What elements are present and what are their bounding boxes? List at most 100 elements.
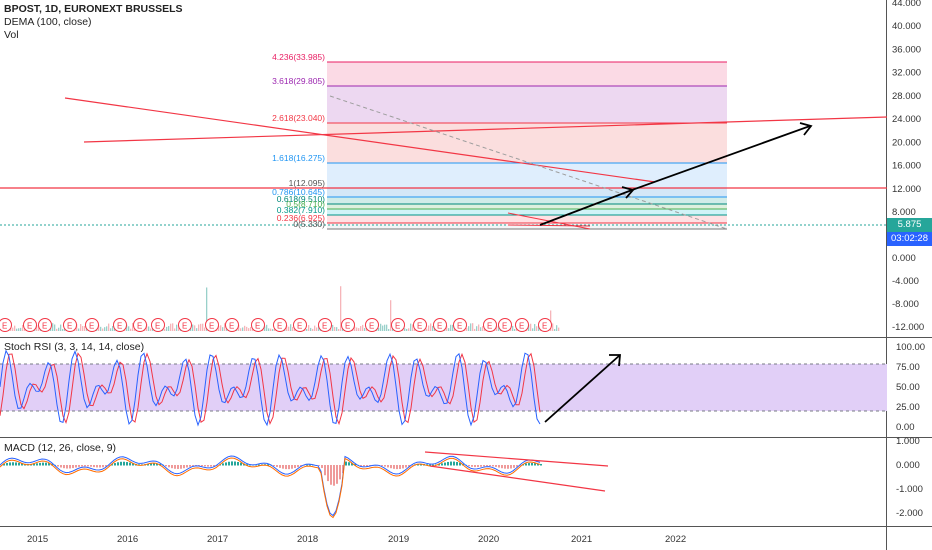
volume-bar — [192, 324, 194, 331]
earnings-marker[interactable] — [498, 318, 512, 332]
earnings-marker[interactable] — [0, 318, 12, 332]
volume-bar — [246, 326, 248, 331]
fib-level-label: 0.236(6.925) — [277, 213, 325, 223]
earnings-marker[interactable] — [453, 318, 467, 332]
macd-hist-bar — [57, 465, 59, 467]
stoch-axis-label: 25.00 — [896, 402, 920, 413]
macd-hist-bar — [120, 461, 122, 466]
trendline-upper[interactable] — [64, 97, 656, 183]
macd-axis-label: 0.000 — [896, 460, 920, 471]
stoch-legend[interactable]: Stoch RSI (3, 3, 14, 14, close) — [4, 341, 144, 354]
macd-axis[interactable]: 1.000 0.000 -1.000 -2.000 — [896, 436, 923, 519]
macd-hist-bar — [183, 465, 185, 469]
macd-channel-top[interactable] — [424, 451, 609, 467]
earnings-marker[interactable] — [433, 318, 447, 332]
symbol-title[interactable]: BPOST, 1D, EURONEXT BRUSSELS — [4, 3, 183, 15]
earnings-marker[interactable] — [413, 318, 427, 332]
earnings-marker[interactable] — [293, 318, 307, 332]
volume-bar — [310, 327, 312, 331]
earnings-marker[interactable] — [178, 318, 192, 332]
macd-hist-bar — [333, 465, 335, 486]
macd-hist-bar — [105, 465, 107, 467]
macd-hist-bar — [294, 465, 296, 469]
earnings-marker[interactable] — [113, 318, 127, 332]
volume-bar — [468, 326, 470, 331]
macd-hist-bar — [468, 465, 470, 467]
earnings-marker[interactable] — [365, 318, 379, 332]
vol-legend[interactable]: Vol — [4, 29, 19, 41]
earnings-marker[interactable] — [273, 318, 287, 332]
time-axis[interactable]: 2015 2016 2017 2018 2019 2020 2021 2022 — [27, 534, 686, 545]
macd-hist-bar — [351, 463, 353, 466]
earnings-marker[interactable] — [483, 318, 497, 332]
earnings-marker[interactable] — [205, 318, 219, 332]
volume-bar — [50, 327, 52, 331]
macd-hist-bar — [237, 461, 239, 466]
macd-hist-bar — [78, 465, 80, 467]
volume-bar — [98, 324, 100, 331]
volume-bar — [226, 328, 228, 331]
stoch-axis[interactable]: 100.00 75.00 50.00 25.00 0.00 — [896, 342, 925, 433]
volume-bar — [358, 328, 360, 331]
volume-bar — [450, 324, 452, 331]
earnings-marker[interactable] — [515, 318, 529, 332]
earnings-marker[interactable] — [151, 318, 165, 332]
earnings-marker[interactable] — [341, 318, 355, 332]
macd-hist-bar — [459, 462, 461, 466]
earnings-marker[interactable] — [391, 318, 405, 332]
macd-signal[interactable] — [0, 457, 541, 519]
macd-hist-bar — [288, 465, 290, 470]
stoch-rsi-series[interactable] — [0, 349, 541, 427]
volume-bar — [164, 328, 166, 331]
earnings-marker[interactable] — [538, 318, 552, 332]
macd-hist-bar — [432, 464, 434, 466]
fib-extension[interactable] — [327, 61, 727, 230]
volume-bar — [250, 327, 252, 331]
earnings-marker-letter: E — [457, 322, 462, 331]
macd-hist-bar — [42, 462, 44, 466]
macd-hist-bar — [489, 465, 491, 467]
volume-bar — [476, 326, 478, 331]
earnings-marker[interactable] — [23, 318, 37, 332]
volume-bar — [248, 328, 250, 331]
price-axis-label: 36.000 — [892, 44, 921, 55]
dema-legend[interactable]: DEMA (100, close) — [4, 16, 92, 28]
volume-bar — [204, 327, 206, 331]
macd-channel-bottom[interactable] — [429, 465, 606, 492]
main-legend[interactable]: BPOST, 1D, EURONEXT BRUSSELS DEMA (100, … — [4, 3, 183, 42]
earnings-marker[interactable] — [251, 318, 265, 332]
earnings-marker[interactable] — [133, 318, 147, 332]
volume-bar — [56, 328, 58, 331]
volume-bar — [176, 324, 178, 331]
earnings-marker[interactable] — [318, 318, 332, 332]
volume-bar — [378, 327, 380, 331]
volume-bar — [60, 324, 62, 331]
volume-bar — [172, 323, 174, 331]
earnings-marker[interactable] — [225, 318, 239, 332]
volume-bar — [18, 328, 20, 331]
volume-bar — [314, 325, 316, 331]
stoch-d-line[interactable] — [0, 352, 541, 426]
price-axis-label: 16.000 — [892, 161, 921, 172]
trendline-lower[interactable] — [83, 116, 888, 143]
price-axis[interactable]: 44.000 40.000 36.000 32.000 28.000 24.000 20.0… — [892, 0, 921, 218]
macd-line[interactable] — [0, 455, 541, 517]
earnings-marker[interactable] — [38, 318, 52, 332]
macd-hist-bar — [255, 464, 257, 466]
earnings-marker[interactable] — [85, 318, 99, 332]
macd-hist-bar — [513, 465, 515, 468]
macd-legend[interactable]: MACD (12, 26, close, 9) — [4, 442, 116, 455]
volume-bar — [364, 328, 366, 331]
small-wedge-bottom[interactable] — [507, 224, 591, 227]
arrow-drawing-2[interactable] — [631, 122, 813, 191]
arrow-drawing-3[interactable] — [544, 354, 621, 423]
stoch-k-line[interactable] — [0, 349, 541, 427]
earnings-marker[interactable] — [63, 318, 77, 332]
macd-hist-bar — [426, 464, 428, 466]
volume-axis-label: -4.000 — [892, 276, 919, 287]
macd-hist-bar — [516, 465, 518, 467]
volume-bar — [446, 325, 448, 331]
macd-hist-bar — [201, 465, 203, 467]
